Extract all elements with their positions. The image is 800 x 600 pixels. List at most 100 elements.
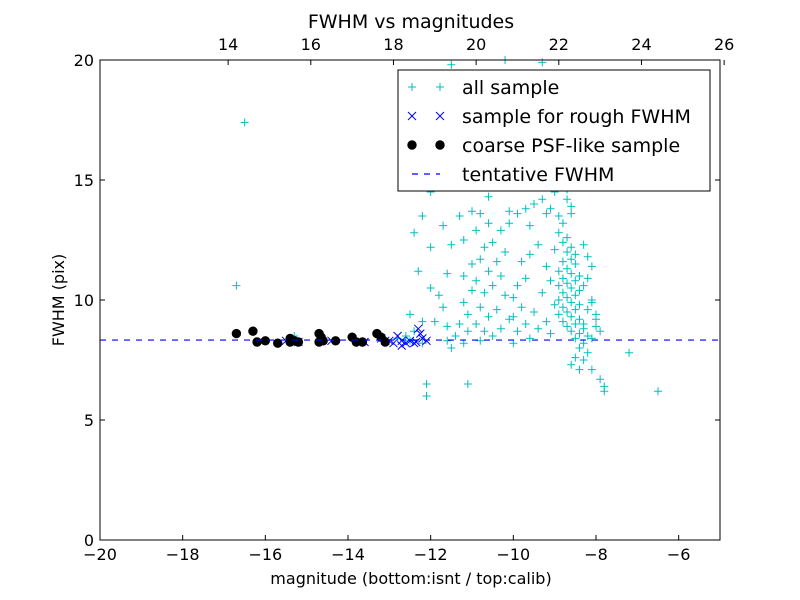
top-tick-label: 18 [383,35,403,54]
point-plus [575,344,584,352]
point-plus [558,257,567,266]
point-plus [468,207,476,216]
y-tick-label: 20 [74,51,94,70]
point-plus [583,348,592,357]
point-plus [418,212,427,220]
point-plus [563,195,572,204]
point-plus [575,365,584,374]
point-plus [434,291,443,300]
x-tick-label: −20 [83,545,117,564]
point-plus [480,243,489,252]
point-plus [546,276,555,285]
point-plus [558,219,567,228]
point-plus [509,293,518,302]
point-plus [418,317,427,326]
point-plus [492,305,501,314]
point-plus [567,327,576,336]
x-tick-label: −8 [584,545,608,564]
point-plus [476,303,485,312]
point-plus [517,257,526,266]
point-plus [476,209,485,218]
point-plus [447,240,456,249]
point-o [273,338,283,348]
point-plus [534,324,543,333]
point-plus [484,267,493,276]
point-o [293,337,304,347]
chart-title: FWHM vs magnitudes [308,11,514,33]
point-plus [422,380,431,388]
point-plus [525,221,534,230]
point-plus [401,332,410,340]
legend-label: coarse PSF-like sample [462,135,680,157]
point-plus [625,348,634,357]
point-o [285,337,295,347]
point-plus [554,296,563,304]
point-plus [521,204,530,213]
point-plus [480,327,489,336]
point-plus [587,296,596,304]
x-tick-label: −18 [166,545,200,564]
point-o [330,336,341,346]
point-plus [575,329,584,338]
point-plus [472,320,481,328]
point-plus [459,298,468,307]
point-plus [426,284,435,292]
point-plus [563,293,572,302]
point-plus [468,260,476,268]
y-tick-label: 0 [84,531,94,550]
top-tick-label: 22 [549,35,569,54]
x-tick-label: −10 [496,545,530,564]
point-plus [521,320,530,328]
point-plus [513,209,522,218]
legend-label: sample for rough FWHM [462,106,691,128]
point-plus [480,288,489,297]
point-plus [563,233,572,242]
point-plus [426,243,435,252]
x-tick-label: −12 [414,545,448,564]
point-plus [509,312,518,321]
point-plus [546,204,555,213]
x-tick-label: −6 [667,545,691,564]
point-plus [583,274,592,283]
point-plus [550,300,559,309]
point-o [357,337,368,347]
point-plus [542,209,551,218]
axis-ticks: −20 −18 −16 −14 −12 −10 −8 −6 0 5 10 15 20 14 16 18 20 22… [74,35,735,564]
point-plus [554,267,563,276]
point-plus [443,336,452,345]
point-plus [571,291,580,300]
point-plus [575,272,584,280]
point-plus [567,255,576,264]
point-plus [583,305,592,314]
legend-swatch [435,140,445,150]
legend-swatch [408,83,416,91]
point-plus [447,60,456,69]
point-plus [472,226,481,235]
point-o [231,328,242,339]
point-x [411,337,421,347]
y-axis-label: FWHM (pix) [49,254,68,347]
point-o [248,326,258,336]
point-plus [583,252,592,261]
point-plus [443,322,452,331]
point-plus [592,322,600,331]
point-plus [496,226,505,235]
point-x [415,329,425,338]
point-plus [587,262,596,271]
legend-label: all sample [462,77,559,99]
legend-entry: sample for rough FWHM [407,106,691,128]
top-tick-label: 26 [714,35,734,54]
legend-entry: coarse PSF-like sample [407,135,680,157]
point-plus [525,250,534,259]
x-tick-label: −14 [331,545,365,564]
point-plus [488,332,497,340]
point-plus [505,207,514,216]
point-plus [505,219,514,228]
legend-swatch [407,140,417,150]
point-plus [534,240,543,249]
x-tick-label: −16 [248,545,282,564]
point-plus [530,308,538,316]
point-plus [579,320,588,328]
point-plus [455,320,464,328]
point-plus [567,202,576,211]
